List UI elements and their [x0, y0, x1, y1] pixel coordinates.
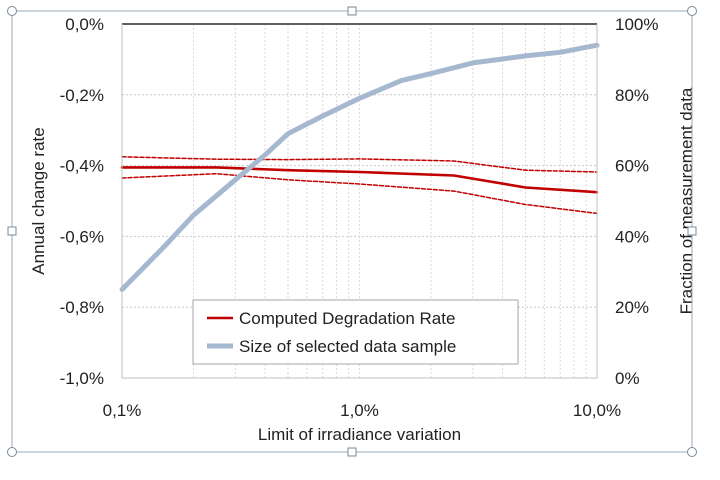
- selection-handles: [7, 6, 697, 457]
- legend-box: [192, 299, 519, 365]
- resize-handle: [687, 226, 697, 236]
- y-right-tick-label: 100%: [615, 15, 658, 34]
- y-right-axis-title: Fraction of measurement data: [677, 87, 696, 314]
- resize-handle: [347, 447, 357, 457]
- legend-label-degradation: Computed Degradation Rate: [239, 309, 455, 328]
- y-right-tick-label: 60%: [615, 157, 649, 176]
- series-layer: [119, 42, 600, 292]
- series-1-bound-line: [121, 156, 598, 173]
- series-computed-degradation-rate: [120, 166, 599, 194]
- resize-handle: [687, 6, 697, 16]
- plot-area-border: [121, 23, 598, 379]
- y-left-tick-label: -0,6%: [60, 227, 104, 246]
- x-axis-title: Limit of irradiance variation: [258, 425, 461, 444]
- series-size-of-selected-data-sample: [119, 42, 600, 292]
- y-right-tick-label: 0%: [615, 369, 640, 388]
- y-right-tick-label: 40%: [615, 227, 649, 246]
- legend-label-sample-size: Size of selected data sample: [239, 337, 456, 356]
- resize-handle: [7, 6, 17, 16]
- y-left-tick-label: -1,0%: [60, 369, 104, 388]
- y-left-tick-label: 0,0%: [65, 15, 104, 34]
- resize-handle: [347, 6, 357, 16]
- x-tick-label: 0,1%: [103, 401, 142, 420]
- y-right-tick-label: 20%: [615, 298, 649, 317]
- y-right-tick-label: 80%: [615, 86, 649, 105]
- legend: Computed Degradation Rate Size of selecte…: [192, 299, 519, 365]
- y-left-tick-label: -0,8%: [60, 298, 104, 317]
- y-left-tick-label: -0,4%: [60, 157, 104, 176]
- resize-handle: [7, 447, 17, 457]
- resize-handle: [687, 447, 697, 457]
- axis-layer: 0,0% -0,2% -0,4% -0,6% -0,8% -1,0% 100% 80% 60% 4…: [29, 15, 696, 444]
- series-2-bound-line: [121, 172, 598, 215]
- y-left-axis-title: Annual change rate: [29, 127, 48, 274]
- y-left-tick-label: -0,2%: [60, 86, 104, 105]
- resize-handle: [7, 226, 17, 236]
- x-tick-label: 10,0%: [573, 401, 621, 420]
- chart-selection-frame: [11, 10, 693, 453]
- x-tick-label: 1,0%: [340, 401, 379, 420]
